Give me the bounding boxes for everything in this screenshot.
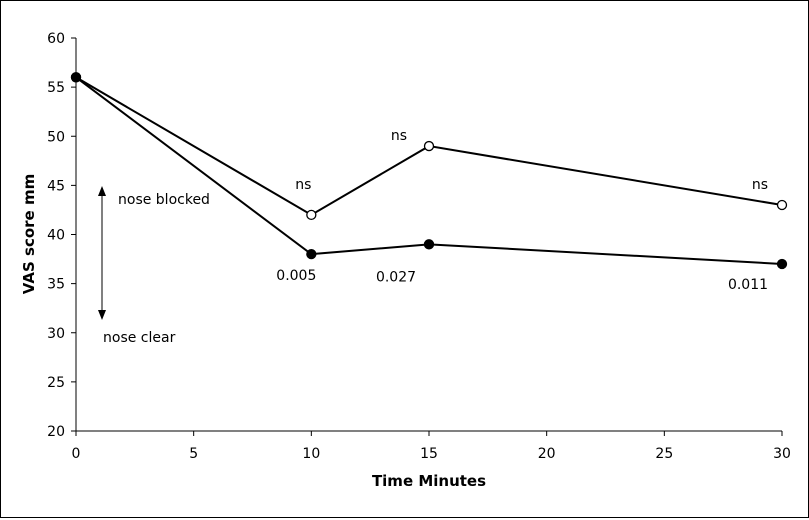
y-tick-label: 50 [47,129,65,145]
x-tick-label: 25 [655,446,673,462]
y-tick-label: 30 [47,326,65,342]
y-tick-label: 35 [47,277,65,293]
x-tick-label: 20 [538,446,556,462]
series-1-point [306,209,317,221]
series-1-point [423,140,435,152]
series-line-1 [75,76,783,217]
point-annotation: ns [752,177,768,193]
x-axis-title: Time Minutes [372,472,486,490]
x-tick-label: 0 [72,446,81,462]
series-1-point [776,199,788,211]
x-tick-label: 30 [773,446,791,462]
series-2-point [306,248,317,260]
point-annotation: 0.011 [728,277,768,293]
x-tick-label: 15 [420,446,438,462]
y-tick-label: 55 [47,80,65,96]
nose-clear-label: nose clear [103,330,176,346]
series-2-point [776,258,788,270]
y-tick-label: 40 [47,228,65,244]
y-tick-label: 45 [47,178,65,194]
x-tick-label: 5 [189,446,198,462]
series-line-2 [75,76,783,265]
series-2-point [70,72,82,83]
y-tick-label: 20 [47,424,65,440]
down-arrow-icon [98,310,106,320]
point-annotation: ns [391,128,407,144]
point-annotation: 0.005 [276,268,316,284]
x-tick-label: 10 [302,446,320,462]
y-tick-label: 60 [47,31,65,47]
y-tick-label: 25 [47,375,65,391]
up-arrow-icon [98,186,106,196]
point-annotation: 0.027 [376,269,416,285]
nose-blocked-label: nose blocked [118,192,210,208]
series-2-point [423,239,435,250]
point-annotation: ns [295,177,311,193]
y-axis-title: VAS score mm [20,174,38,294]
